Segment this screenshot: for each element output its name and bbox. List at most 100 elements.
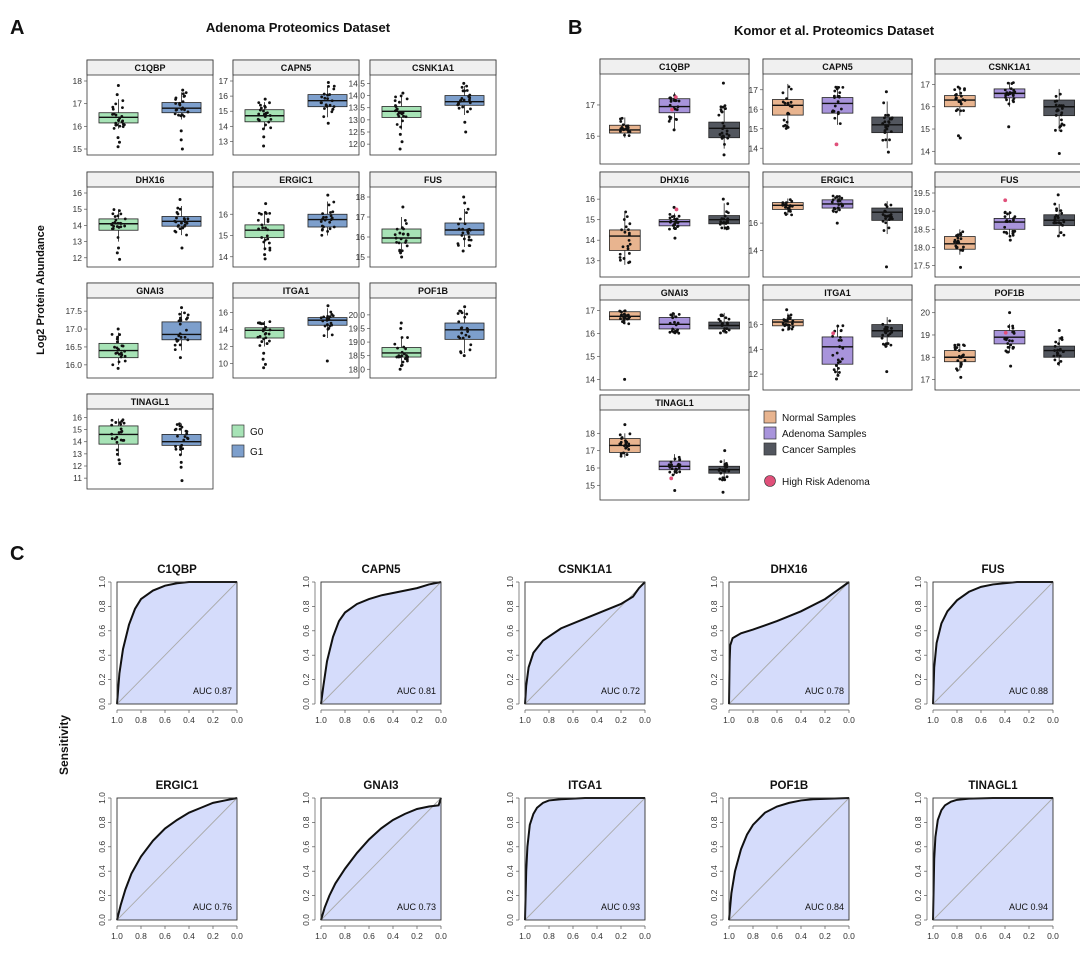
outlier-point — [326, 121, 330, 125]
roc-frame — [524, 797, 646, 921]
data-point — [882, 101, 886, 105]
y-tick-label: 0.0 — [505, 698, 515, 710]
data-point — [1004, 338, 1008, 342]
data-point — [837, 85, 841, 89]
data-point — [668, 330, 672, 334]
outlier-point — [672, 128, 676, 132]
y-tick-label: 0.0 — [301, 914, 311, 926]
box — [98, 218, 139, 231]
data-point — [719, 460, 723, 464]
y-tick-label: 0.8 — [709, 600, 719, 612]
roc-frame — [728, 797, 850, 921]
data-point — [173, 348, 177, 351]
data-point — [786, 102, 790, 106]
data-point — [626, 244, 630, 248]
data-point — [111, 105, 115, 109]
data-point — [1008, 219, 1012, 223]
data-point — [459, 326, 463, 330]
data-point — [123, 224, 127, 228]
data-point — [676, 221, 680, 224]
data-point — [720, 226, 724, 230]
data-point — [1011, 326, 1015, 330]
x-tick-label: 0.0 — [435, 715, 447, 725]
data-point — [399, 237, 403, 241]
data-point — [959, 237, 963, 241]
box-panel-tinagl1: TINAGL1 11 12 13 14 15 16 — [73, 393, 214, 490]
panel-letter-c: C — [10, 543, 24, 565]
data-point — [723, 469, 727, 473]
outlier-point — [1056, 193, 1060, 197]
y-tick-label: 18.0 — [913, 242, 930, 252]
data-point — [720, 131, 724, 135]
y-tick-label: 14 — [749, 143, 759, 153]
x-tick-label: 0.6 — [567, 715, 579, 725]
panel-strip — [934, 58, 1080, 75]
data-point — [115, 440, 119, 444]
y-tick-label: 0.6 — [913, 841, 923, 853]
y-tick-label: 12 — [73, 461, 83, 471]
data-point — [1060, 107, 1064, 110]
data-point — [957, 241, 961, 244]
y-tick-label: 11 — [73, 473, 82, 483]
data-point — [393, 233, 397, 237]
outlier-point — [117, 140, 121, 144]
data-point — [257, 112, 261, 116]
data-point — [258, 108, 262, 112]
data-point — [953, 238, 957, 242]
data-point — [953, 88, 957, 92]
data-point — [834, 210, 838, 214]
outlier-point — [262, 144, 266, 148]
outlier-point — [400, 255, 404, 259]
data-point — [1053, 344, 1057, 348]
y-tick-label: 14.5 — [348, 78, 365, 88]
data-point — [174, 98, 177, 101]
data-point — [322, 315, 326, 319]
data-point — [1053, 349, 1057, 352]
data-point — [179, 316, 182, 320]
data-point — [267, 332, 271, 336]
data-point — [467, 335, 471, 339]
data-point — [1003, 210, 1007, 214]
panel-strip — [369, 171, 497, 188]
data-point — [113, 215, 117, 218]
data-point — [717, 113, 721, 117]
diagonal-line — [116, 797, 238, 921]
data-point — [394, 105, 398, 109]
data-point — [884, 113, 887, 117]
data-point — [841, 324, 845, 328]
y-tick-label: 0.0 — [913, 914, 923, 926]
auc-label: AUC 0.78 — [805, 686, 844, 696]
data-point — [177, 334, 181, 338]
y-tick-label: 17 — [921, 79, 931, 89]
data-point — [404, 115, 408, 119]
y-tick-label: 14 — [73, 220, 83, 230]
data-point — [115, 448, 119, 452]
roc-panel-itga1: ITGA1 AUC 0.93 0.0 0.2 0.4 0.6 0.8 1.0 1.0 0.8 0.6… — [505, 780, 651, 941]
data-point — [837, 94, 841, 98]
data-point — [328, 227, 332, 231]
outlier-point — [118, 257, 122, 261]
y-tick-label: 14 — [219, 252, 229, 262]
outlier-point — [261, 357, 265, 361]
data-point — [675, 329, 679, 333]
data-point — [782, 124, 786, 128]
data-point — [956, 359, 960, 363]
data-point — [1056, 352, 1060, 355]
outlier-point — [1057, 152, 1061, 156]
data-point — [785, 120, 789, 124]
x-tick-label: 0.0 — [843, 931, 855, 941]
data-point — [331, 107, 335, 111]
data-point — [723, 465, 727, 468]
y-tick-label: 18 — [586, 428, 596, 438]
data-point — [837, 338, 841, 342]
y-tick-label: 14.0 — [348, 91, 365, 101]
y-tick-label: 0.4 — [505, 649, 515, 661]
data-point — [260, 340, 264, 343]
data-point — [178, 424, 182, 428]
roc-title: DHX16 — [770, 564, 807, 576]
outlier-point — [462, 354, 466, 358]
data-point — [833, 89, 837, 93]
data-point — [673, 223, 676, 227]
data-point — [721, 478, 724, 482]
data-point — [175, 423, 179, 426]
